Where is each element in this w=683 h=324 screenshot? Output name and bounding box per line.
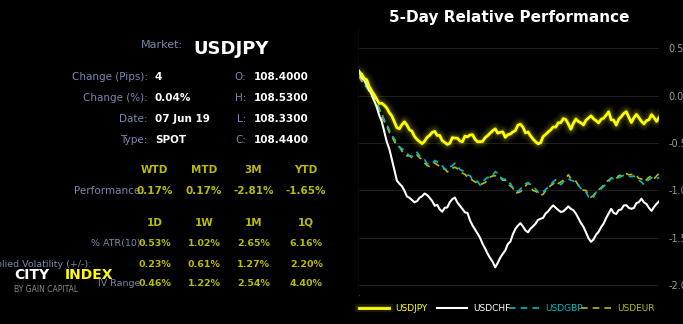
Text: 1M: 1M	[245, 218, 262, 228]
Text: Change (Pips):: Change (Pips):	[72, 72, 148, 82]
Text: USDJPY: USDJPY	[193, 40, 269, 58]
Text: 2.65%: 2.65%	[237, 239, 270, 248]
Text: 1D: 1D	[147, 218, 163, 228]
Text: 4: 4	[155, 72, 162, 82]
Title: 5-Day Relative Performance: 5-Day Relative Performance	[389, 10, 629, 25]
Text: Implied Volatility (+/-):: Implied Volatility (+/-):	[0, 260, 92, 269]
Text: 07 Jun 19: 07 Jun 19	[155, 114, 210, 124]
Text: CITY: CITY	[14, 268, 49, 282]
Text: % ATR(10):: % ATR(10):	[92, 239, 144, 248]
Text: 108.3300: 108.3300	[253, 114, 308, 124]
Text: INDEX: INDEX	[65, 268, 113, 282]
Text: IV Range: IV Range	[98, 279, 141, 288]
Text: 108.5300: 108.5300	[253, 93, 308, 103]
Text: 4.40%: 4.40%	[290, 279, 322, 288]
Text: 0.17%: 0.17%	[186, 186, 222, 196]
Text: O:: O:	[234, 72, 247, 82]
Text: H:: H:	[235, 93, 247, 103]
Text: -1.65%: -1.65%	[286, 186, 326, 196]
Text: USDGBP: USDGBP	[545, 304, 583, 313]
Text: USDEUR: USDEUR	[617, 304, 654, 313]
Text: 0.46%: 0.46%	[139, 279, 171, 288]
Text: 1W: 1W	[195, 218, 214, 228]
Text: C:: C:	[236, 135, 247, 145]
Text: 0.53%: 0.53%	[139, 239, 171, 248]
Text: MTD: MTD	[191, 165, 217, 175]
Text: 2.20%: 2.20%	[290, 260, 322, 269]
Text: SPOT: SPOT	[155, 135, 186, 145]
Text: USDCHF: USDCHF	[473, 304, 510, 313]
Text: 2.54%: 2.54%	[237, 279, 270, 288]
Text: Market:: Market:	[141, 40, 183, 50]
Text: 0.04%: 0.04%	[155, 93, 191, 103]
Text: 108.4400: 108.4400	[253, 135, 309, 145]
Text: 0.23%: 0.23%	[139, 260, 171, 269]
Text: 108.4000: 108.4000	[253, 72, 308, 82]
Text: Change (%):: Change (%):	[83, 93, 148, 103]
Text: L:: L:	[237, 114, 247, 124]
Text: 1.27%: 1.27%	[237, 260, 270, 269]
Text: Date:: Date:	[120, 114, 148, 124]
Text: 1Q: 1Q	[298, 218, 314, 228]
Text: BY GAIN CAPITAL: BY GAIN CAPITAL	[14, 284, 78, 294]
Text: 3M: 3M	[245, 165, 262, 175]
Text: WTD: WTD	[141, 165, 169, 175]
Text: 1.02%: 1.02%	[188, 239, 221, 248]
Text: 0.61%: 0.61%	[188, 260, 221, 269]
Text: 6.16%: 6.16%	[290, 239, 323, 248]
Text: YTD: YTD	[294, 165, 318, 175]
Text: Type:: Type:	[120, 135, 148, 145]
Text: USDJPY: USDJPY	[395, 304, 428, 313]
Text: -2.81%: -2.81%	[233, 186, 274, 196]
Text: 0.17%: 0.17%	[137, 186, 173, 196]
Text: Performance:: Performance:	[74, 186, 144, 196]
Text: 1.22%: 1.22%	[188, 279, 221, 288]
